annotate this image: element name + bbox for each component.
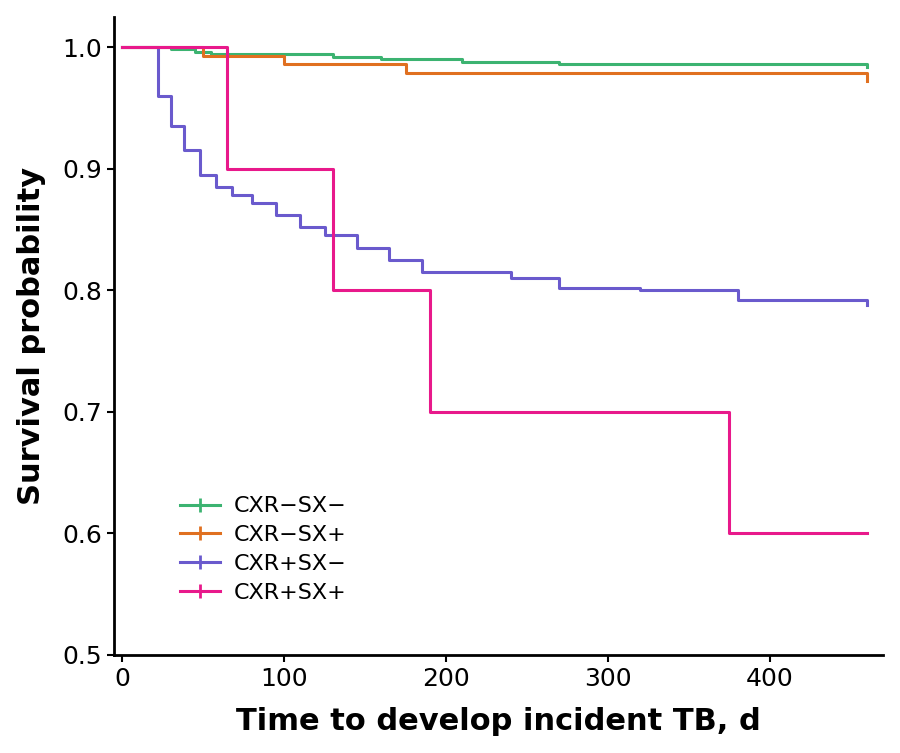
Legend: CXR−SX−, CXR−SX+, CXR+SX−, CXR+SX+: CXR−SX−, CXR−SX+, CXR+SX−, CXR+SX+ bbox=[171, 487, 356, 612]
Y-axis label: Survival probability: Survival probability bbox=[17, 166, 46, 505]
X-axis label: Time to develop incident TB, d: Time to develop incident TB, d bbox=[237, 707, 761, 736]
